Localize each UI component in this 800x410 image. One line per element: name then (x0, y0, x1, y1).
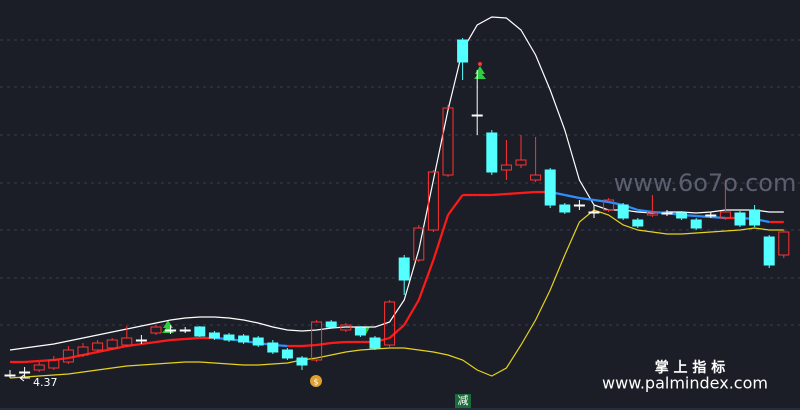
candle-body (588, 211, 600, 214)
middle-band (417, 259, 435, 301)
candle-body (106, 339, 118, 349)
candle-body (632, 219, 644, 227)
middle-band (579, 196, 595, 202)
candle-body (778, 231, 790, 256)
candle-body (719, 211, 731, 219)
candle-body (530, 174, 542, 181)
candle-body (369, 337, 381, 349)
candle-body (238, 335, 250, 343)
middle-band (24, 359, 40, 364)
candle-body (384, 301, 396, 346)
candle-body (515, 159, 527, 166)
candle-body (617, 204, 629, 219)
candle-body (763, 236, 775, 266)
middle-band (491, 192, 507, 197)
middle-band (185, 336, 200, 341)
candle-body (135, 339, 147, 342)
label-box (455, 394, 471, 408)
svg-text:$: $ (313, 378, 318, 387)
candle-body (121, 337, 133, 346)
middle-band (126, 342, 142, 348)
candle-body (500, 164, 512, 171)
candle-body (661, 212, 673, 215)
candle-body (165, 329, 177, 332)
candle-body (413, 227, 425, 261)
candle-body (325, 321, 337, 328)
middle-band (316, 341, 332, 347)
candle-body (354, 327, 366, 336)
candle-body (573, 204, 585, 207)
candle-body (559, 204, 571, 213)
brand-url: www.palmindex.com (602, 374, 768, 393)
middle-band (432, 214, 450, 261)
middle-band (593, 198, 609, 204)
candle-body (340, 324, 352, 331)
middle-band (301, 343, 317, 348)
middle-band (155, 338, 171, 344)
middle-band (388, 324, 405, 339)
low-label: 4.37 (33, 376, 58, 389)
middle-band (564, 193, 580, 200)
candle-body (457, 39, 469, 63)
candle-body (194, 326, 206, 337)
middle-band (403, 299, 420, 326)
candle-body (281, 349, 293, 359)
candle-body (252, 337, 264, 346)
candle-body (62, 349, 74, 363)
lower-band (9, 209, 784, 379)
middle-band (97, 347, 113, 354)
candle-body (486, 132, 498, 173)
candle-body (398, 257, 410, 281)
candle-body (33, 364, 45, 371)
brand-name: 掌 上 指 标 (655, 359, 726, 376)
candle-body (690, 219, 702, 229)
candle-body (4, 374, 16, 377)
candle-body (749, 209, 761, 226)
candle-body (223, 334, 235, 341)
candle-body (48, 359, 60, 369)
candle-body (311, 321, 323, 361)
candle-body (77, 346, 89, 356)
candle-body (19, 371, 31, 374)
middle-band (520, 190, 536, 195)
candle-body (471, 114, 483, 117)
candle-body (296, 357, 308, 366)
candle-body (267, 342, 279, 353)
watermark: www.6o7o.com (614, 169, 797, 197)
candle-body (646, 211, 658, 216)
low-marker: 4.37 (19, 374, 58, 389)
candle-body (734, 212, 746, 226)
candle-body (544, 169, 556, 206)
candle-body (705, 214, 717, 217)
middle-band (141, 340, 157, 346)
middle-band (170, 337, 186, 342)
candle-body (442, 107, 454, 176)
candle-body (603, 199, 615, 211)
middle-band (696, 214, 711, 219)
candle-body (676, 212, 688, 219)
bottom-label: 减 (458, 394, 469, 407)
middle-band (506, 191, 522, 196)
candle-body (208, 332, 220, 339)
candle-body (179, 329, 191, 332)
middle-band (331, 340, 346, 345)
middle-band (447, 194, 464, 216)
candle-body (150, 326, 162, 334)
candle-body (92, 342, 104, 351)
candle-body (427, 171, 439, 231)
